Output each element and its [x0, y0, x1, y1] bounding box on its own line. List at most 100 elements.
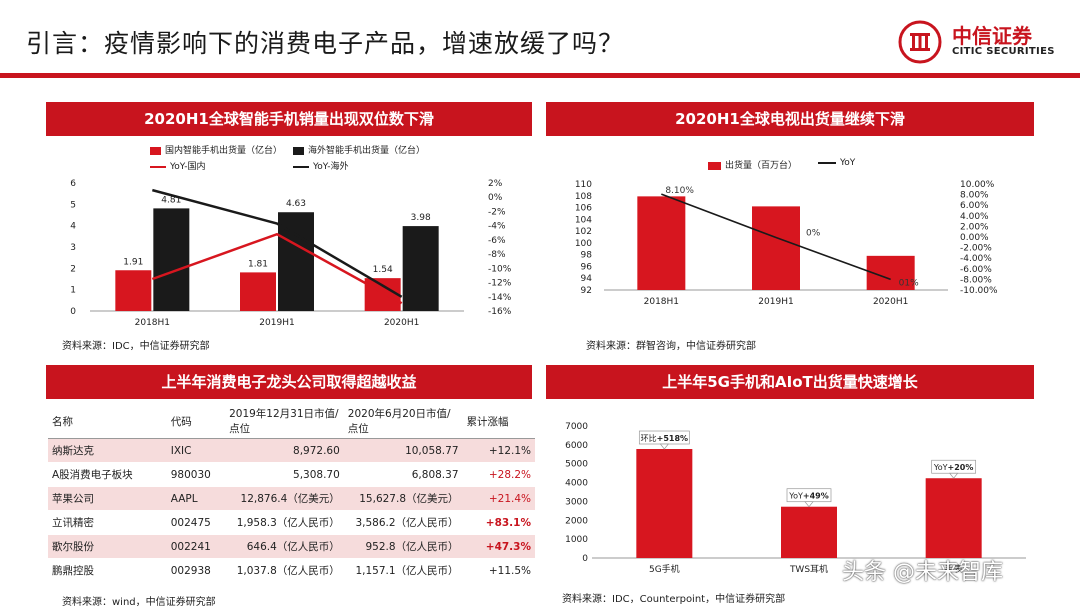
smartphone-panel-header: 2020H1全球智能手机销量出现双位数下滑	[46, 102, 532, 136]
callout-label: YoY+49%	[788, 492, 828, 501]
category-label: TWS耳机	[789, 563, 828, 575]
left-tick-label: 106	[575, 204, 592, 214]
table-header-row: 名称 代码 2019年12月31日市值/点位 2020年6月20日市值/点位 累…	[48, 404, 535, 439]
table-row: 纳斯达克 IXIC 8,972.60 10,058.77 +12.1%	[48, 438, 535, 463]
bar-label-domestic: 1.54	[373, 265, 393, 275]
left-tick-label: 2000	[565, 516, 588, 526]
brand-name-cn: 中信证券	[952, 24, 1032, 48]
col-change: 累计涨幅	[462, 404, 535, 439]
left-tick-label: 1	[70, 286, 76, 296]
bar-overseas	[402, 226, 439, 311]
smartphone-chart: 6 5 4 3 2 1 0 2% 0% -2% -4% -6% -8% -10% -12% -14% -16% 1…	[70, 179, 512, 328]
bar-shipments	[925, 478, 982, 558]
callout-pointer	[659, 443, 670, 450]
legend-item-domestic: 国内智能手机出货量（亿台）	[150, 143, 282, 156]
right-tick-label: 4.00%	[960, 212, 989, 222]
left-tick-label: 1000	[565, 535, 588, 545]
cell-end: 1,157.1（亿人民币）	[343, 558, 463, 583]
cell-start: 8,972.60	[225, 438, 344, 463]
cell-name: 苹果公司	[48, 486, 167, 511]
legend-item-tv-shipments: 出货量（百万台）	[708, 158, 797, 171]
legend-item-tv-yoy: YoY	[818, 158, 855, 168]
bar-tv-shipments	[752, 206, 800, 290]
left-tick-label: 3000	[565, 497, 588, 507]
cell-start: 1,958.3（亿人民币）	[225, 510, 344, 535]
bar-label-domestic: 1.91	[123, 257, 143, 267]
cell-change: +47.3%	[462, 534, 535, 559]
left-tick-label: 92	[581, 286, 592, 296]
category-label: 5G手机	[649, 563, 680, 575]
left-tick-label: 5	[70, 200, 76, 210]
fiveg-chart: 7000 6000 5000 4000 3000 2000 1000 0 5G手机 环比+518%…	[565, 422, 1026, 575]
legend-item-yoy-overseas: YoY-海外	[293, 159, 349, 172]
callout-prefix: YoY	[933, 463, 948, 472]
col-code: 代码	[166, 404, 226, 439]
page-title: 引言：疫情影响下的消费电子产品，增速放缓了吗？	[26, 29, 625, 58]
left-tick-label: 4000	[565, 479, 588, 489]
bar-label-domestic: 1.81	[248, 259, 268, 269]
category-label: 2018H1	[135, 318, 170, 328]
bar-label-overseas: 4.63	[286, 199, 306, 209]
left-tick-label: 110	[575, 180, 592, 190]
right-tick-label: -10%	[488, 264, 512, 274]
right-tick-label: 0%	[488, 193, 503, 203]
cell-start: 646.4（亿人民币）	[225, 534, 344, 559]
table-row: 苹果公司 AAPL 12,876.4（亿美元） 15,627.8（亿美元） +21.4%	[48, 486, 535, 511]
right-tick-label: -16%	[488, 307, 512, 317]
left-tick-label: 0	[70, 307, 76, 317]
left-tick-label: 3	[70, 243, 76, 253]
bar-shipments	[636, 449, 693, 558]
cell-code: IXIC	[166, 438, 226, 463]
table-row: 鹏鼎控股 002938 1,037.8（亿人民币） 1,157.1（亿人民币） +11.…	[48, 558, 535, 583]
brand-name-en: CITIC SECURITIES	[952, 46, 1055, 57]
left-tick-label: 102	[575, 227, 592, 237]
cell-end: 15,627.8（亿美元）	[343, 486, 463, 511]
cell-name: 鹏鼎控股	[48, 558, 167, 583]
callout-pointer	[804, 501, 814, 508]
cell-name: A股消费电子板块	[48, 462, 167, 487]
leaders-source: 资料来源：wind，中信证券研究部	[62, 597, 216, 608]
yoy-point-label: 8.10%	[665, 186, 694, 196]
left-tick-label: 6	[70, 179, 76, 189]
left-tick-label: 0	[582, 554, 588, 564]
cell-name: 歌尔股份	[48, 534, 167, 559]
bar-domestic	[240, 272, 276, 311]
left-tick-label: 96	[581, 262, 593, 272]
right-tick-label: -12%	[488, 279, 512, 289]
legend-item-yoy-domestic: YoY-国内	[150, 159, 206, 172]
cell-start: 1,037.8（亿人民币）	[225, 558, 344, 583]
fiveg-panel-header: 上半年5G手机和AIoT出货量快速增长	[546, 365, 1034, 399]
bar-shipments	[781, 506, 837, 558]
yoy-domestic-line	[151, 232, 403, 305]
cell-code: 002938	[166, 558, 226, 583]
bar-domestic	[115, 270, 152, 311]
legend-item-overseas: 海外智能手机出货量（亿台）	[293, 143, 425, 156]
bar-overseas	[153, 208, 190, 311]
yoy-point-label: 01%	[899, 278, 919, 288]
right-tick-label: -4%	[488, 222, 506, 232]
left-tick-label: 2	[70, 264, 76, 274]
right-tick-label: -6%	[488, 236, 506, 246]
right-tick-label: 6.00%	[960, 201, 989, 211]
cell-start: 5,308.70	[225, 462, 344, 487]
citic-logo-icon	[898, 20, 942, 64]
callout-value: +518%	[657, 434, 688, 443]
tv-panel-header: 2020H1全球电视出货量继续下滑	[546, 102, 1034, 136]
table-row: 歌尔股份 002241 646.4（亿人民币） 952.8（亿人民币） +47.3%	[48, 534, 535, 559]
left-tick-label: 104	[575, 215, 592, 225]
bar-domestic	[364, 278, 401, 311]
category-label: 2020H1	[384, 318, 419, 328]
cell-change: +83.1%	[462, 510, 535, 535]
bar-tv-shipments	[637, 196, 686, 290]
category-label: 2019H1	[259, 318, 294, 328]
category-label: 手表	[945, 563, 963, 575]
tv-source: 资料来源：群智咨询，中信证券研究部	[586, 341, 756, 352]
right-tick-label: -4.00%	[960, 254, 992, 264]
yoy-overseas-line	[152, 188, 403, 298]
category-label: 2020H1	[873, 297, 908, 307]
right-tick-label: -2%	[488, 207, 506, 217]
cell-change: +21.4%	[462, 486, 535, 511]
leaders-panel-header: 上半年消费电子龙头公司取得超越收益	[46, 365, 532, 399]
right-tick-label: -10.00%	[960, 286, 998, 296]
